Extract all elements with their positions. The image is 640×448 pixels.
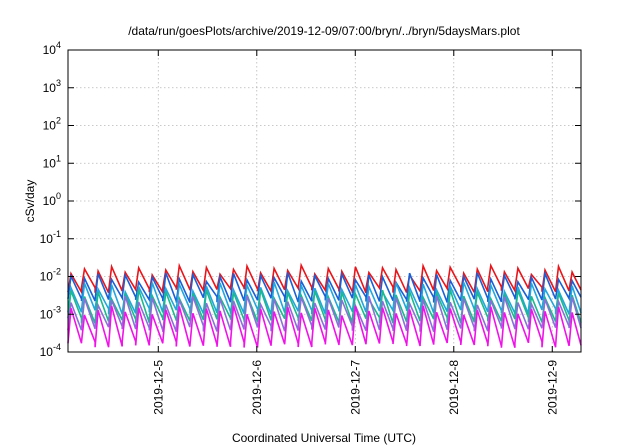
x-tick-label: 2019-12-9 bbox=[545, 360, 559, 415]
x-tick-label: 2019-12-8 bbox=[447, 360, 461, 415]
y-tick-exponent: 4 bbox=[56, 40, 61, 50]
y-tick-label: 10-2 bbox=[40, 267, 61, 284]
y-tick-exponent: 0 bbox=[56, 191, 61, 201]
y-tick-label: 101 bbox=[43, 153, 61, 170]
x-axis-label: Coordinated Universal Time (UTC) bbox=[232, 431, 416, 445]
tick-layer bbox=[68, 49, 581, 353]
y-tick-exponent: -3 bbox=[53, 304, 61, 314]
y-tick-exponent: 1 bbox=[56, 153, 61, 163]
x-tick-label: 2019-12-5 bbox=[151, 360, 165, 415]
series-line bbox=[67, 295, 582, 333]
series-layer bbox=[67, 262, 582, 348]
series-line bbox=[67, 270, 582, 303]
y-tick-label: 100 bbox=[43, 191, 61, 208]
y-tick-label: 103 bbox=[43, 78, 61, 95]
y-tick-label: 102 bbox=[43, 116, 61, 133]
y-tick-label: 10-3 bbox=[40, 304, 61, 321]
xlabel-layer: 2019-12-5 2019-12-6 2019-12-7 2019-12-8 2019… bbox=[151, 360, 559, 415]
y-tick-exponent: -2 bbox=[53, 267, 61, 277]
y-tick-label: 10-4 bbox=[40, 342, 61, 359]
series-line bbox=[67, 305, 582, 348]
series-line bbox=[67, 281, 582, 315]
x-tick-label: 2019-12-6 bbox=[250, 360, 264, 415]
y-tick-exponent: 3 bbox=[56, 78, 61, 88]
chart-title: /data/run/goesPlots/archive/2019-12-09/0… bbox=[128, 24, 520, 38]
y-tick-label: 104 bbox=[43, 40, 61, 57]
y-tick-exponent: -1 bbox=[53, 229, 61, 239]
y-tick-exponent: -4 bbox=[53, 342, 61, 352]
x-tick-label: 2019-12-7 bbox=[348, 360, 362, 415]
y-axis-label: cSv/day bbox=[23, 180, 37, 223]
y-tick-label: 10-1 bbox=[40, 229, 61, 246]
y-tick-exponent: 2 bbox=[56, 116, 61, 126]
